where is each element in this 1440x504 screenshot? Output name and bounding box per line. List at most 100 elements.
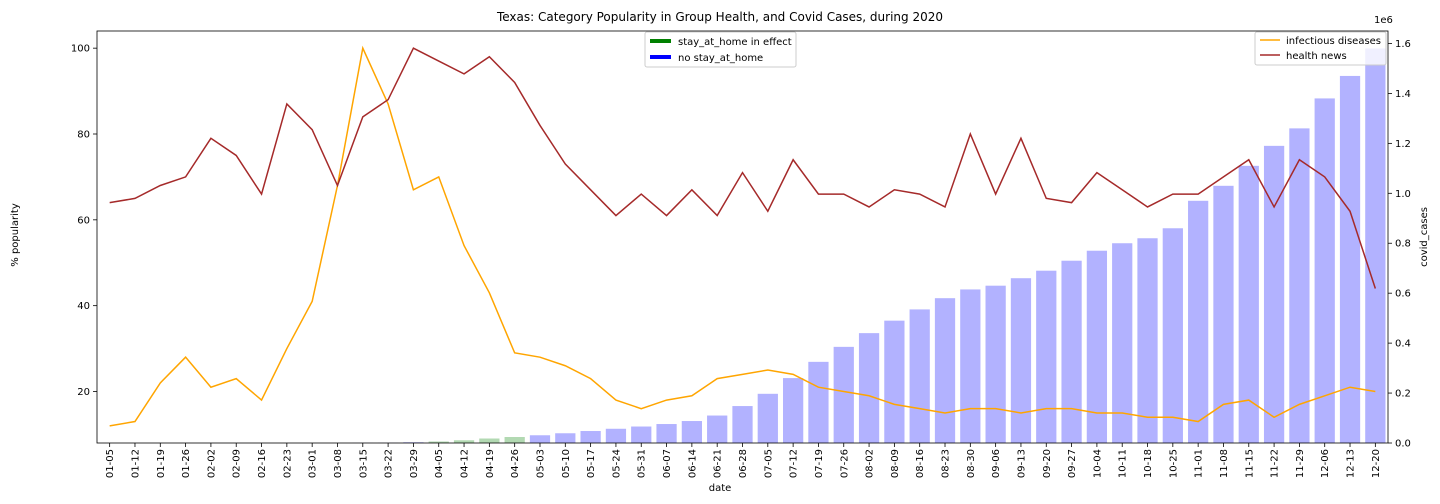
- x-tick-label: 08-30: [966, 449, 977, 478]
- x-tick-label: 02-16: [257, 449, 268, 478]
- legend-label-stay: stay_at_home in effect: [678, 37, 792, 48]
- x-tick-label: 04-12: [460, 449, 471, 478]
- bar: [1188, 200, 1209, 443]
- right-tick-label: 0.6: [1395, 289, 1411, 300]
- x-tick-label: 10-25: [1168, 449, 1179, 478]
- bar: [1061, 260, 1082, 443]
- legend-label-health: health news: [1286, 51, 1347, 62]
- legend-series: infectious diseases health news: [1254, 31, 1387, 66]
- right-tick-label: 1.6: [1395, 39, 1411, 50]
- left-axis-label: % popularity: [10, 203, 21, 267]
- bar: [884, 320, 905, 443]
- x-axis-ticks: 01-05 01-12 01-19 01-26 02-02 02-09 02-16 02-23…: [105, 443, 1382, 478]
- bar: [1086, 250, 1108, 443]
- x-tick-label: 03-01: [308, 449, 319, 478]
- bar: [808, 361, 829, 443]
- x-tick-label: 11-15: [1244, 449, 1255, 478]
- x-tick-label: 12-20: [1371, 449, 1382, 478]
- x-tick-label: 08-02: [865, 449, 876, 478]
- x-tick-label: 05-24: [611, 449, 622, 478]
- bar: [479, 438, 500, 443]
- bar: [960, 289, 981, 443]
- bar: [1365, 48, 1386, 443]
- bar: [580, 431, 601, 443]
- right-axis-ticks: 0.0 0.2 0.4 0.6 0.8 1.0 1.2 1.4 1.6: [1388, 39, 1411, 450]
- x-tick-label: 02-09: [232, 449, 243, 478]
- bar: [1314, 98, 1335, 443]
- x-tick-label: 07-12: [789, 449, 800, 478]
- x-tick-label: 10-04: [1092, 449, 1103, 478]
- x-tick-label: 12-06: [1320, 449, 1331, 478]
- x-tick-label: 06-14: [687, 449, 698, 478]
- x-tick-label: 09-27: [1067, 449, 1078, 478]
- x-tick-label: 06-21: [713, 449, 724, 478]
- bar: [757, 393, 778, 443]
- right-tick-label: 1.2: [1395, 139, 1411, 150]
- right-tick-label: 1.0: [1395, 189, 1411, 200]
- x-tick-label: 01-26: [181, 449, 192, 478]
- bar: [605, 428, 627, 443]
- bar: [783, 378, 804, 443]
- series-line-infectious-diseases: [109, 45, 1376, 427]
- bar: [1238, 165, 1259, 443]
- bar: [1010, 278, 1032, 443]
- right-tick-label: 0.4: [1395, 339, 1411, 350]
- bar: [934, 298, 956, 443]
- bar: [631, 426, 652, 443]
- x-tick-label: 11-08: [1219, 449, 1230, 478]
- line-series: [109, 45, 1377, 427]
- x-axis-label: date: [709, 483, 732, 494]
- bar: [529, 435, 551, 443]
- bar: [909, 309, 930, 443]
- x-tick-label: 01-19: [156, 449, 167, 478]
- bar: [1213, 185, 1234, 443]
- x-tick-label: 06-07: [662, 449, 673, 478]
- right-tick-label: 0.2: [1395, 389, 1411, 400]
- bar: [555, 433, 576, 443]
- x-tick-label: 11-22: [1270, 449, 1281, 478]
- x-tick-label: 01-12: [130, 449, 141, 478]
- x-tick-label: 12-13: [1346, 449, 1357, 478]
- x-tick-label: 07-05: [763, 449, 774, 478]
- bar: [428, 441, 449, 443]
- x-tick-label: 01-05: [105, 449, 116, 478]
- x-tick-label: 07-19: [814, 449, 825, 478]
- x-tick-label: 04-05: [434, 449, 445, 478]
- x-tick-label: 03-08: [333, 449, 344, 478]
- x-tick-label: 03-22: [384, 449, 395, 478]
- x-tick-label: 05-03: [535, 449, 546, 478]
- x-tick-label: 02-23: [282, 449, 293, 478]
- left-tick-label: 80: [77, 130, 90, 141]
- right-axis-multiplier: 1e6: [1374, 15, 1393, 26]
- left-tick-label: 100: [71, 44, 90, 55]
- bar: [1289, 128, 1310, 443]
- x-tick-label: 04-19: [485, 449, 496, 478]
- bar: [1162, 228, 1183, 443]
- x-tick-label: 05-31: [637, 449, 648, 478]
- legend-frame: [1254, 31, 1387, 66]
- bar: [707, 415, 728, 443]
- bar-series: [352, 48, 1386, 444]
- x-tick-label: 09-20: [1042, 449, 1053, 478]
- left-axis-ticks: 20 40 60 80 100: [71, 44, 97, 398]
- x-tick-label: 03-15: [358, 449, 369, 478]
- right-tick-label: 1.4: [1395, 89, 1411, 100]
- bar: [453, 440, 475, 443]
- x-tick-label: 11-29: [1295, 449, 1306, 478]
- legend-frame: [644, 31, 797, 68]
- bar: [681, 421, 702, 443]
- bar: [1263, 145, 1285, 444]
- bar: [732, 406, 753, 443]
- x-tick-label: 09-06: [991, 449, 1002, 478]
- x-tick-label: 11-01: [1194, 449, 1205, 478]
- bar: [504, 437, 525, 443]
- x-tick-label: 07-26: [839, 449, 850, 478]
- left-tick-label: 40: [77, 301, 90, 312]
- right-axis-label: covid_cases: [1419, 207, 1430, 267]
- x-tick-label: 03-29: [409, 449, 420, 478]
- bar: [833, 346, 854, 443]
- right-tick-label: 0.0: [1395, 439, 1411, 450]
- x-tick-label: 08-23: [941, 449, 952, 478]
- left-tick-label: 20: [77, 387, 90, 398]
